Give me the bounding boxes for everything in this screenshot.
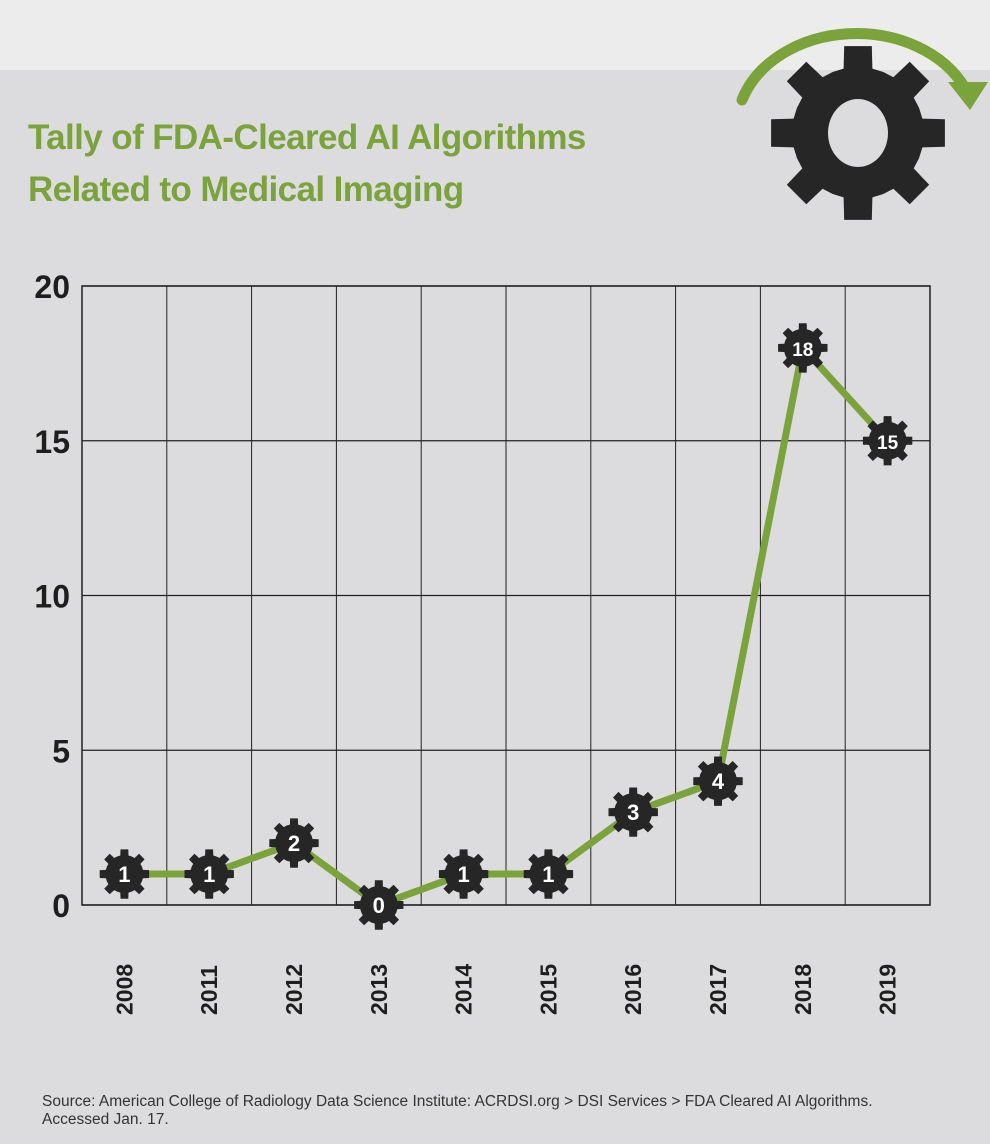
chart-title: Tally of FDA-Cleared AI Algorithms Relat… — [28, 112, 586, 216]
data-markers: 1 1 2 0 1 1 3 4 18 15 — [99, 323, 913, 930]
x-tick-label: 2014 — [451, 964, 477, 1015]
y-tick-label: 20 — [34, 269, 70, 305]
data-label: 1 — [203, 862, 215, 887]
x-tick-label: 2013 — [366, 964, 392, 1015]
x-tick-label: 2008 — [111, 964, 137, 1015]
arrow-arc — [736, 28, 971, 106]
data-point-gear — [523, 849, 574, 899]
x-tick-label: 2012 — [281, 964, 307, 1015]
gear-icon — [771, 46, 945, 220]
arrowhead — [948, 82, 988, 110]
y-tick-label: 10 — [34, 579, 70, 615]
y-tick-label: 0 — [52, 888, 70, 924]
y-tick-label: 5 — [52, 733, 70, 769]
data-point-gear — [608, 787, 658, 837]
data-point-gear — [269, 818, 319, 868]
x-tick-label: 2017 — [705, 964, 731, 1015]
title-line-2: Related to Medical Imaging — [28, 170, 464, 209]
data-label: 1 — [542, 862, 554, 887]
data-point-gear — [184, 849, 234, 899]
data-point-gear — [438, 849, 489, 899]
gear-logo-icon — [736, 28, 988, 220]
title-line-1: Tally of FDA-Cleared AI Algorithms — [28, 118, 586, 157]
data-point-gear — [354, 880, 404, 930]
series-polyline — [124, 344, 891, 909]
data-label: 15 — [877, 433, 899, 454]
y-axis-ticks: 0 5 10 15 20 — [34, 269, 70, 924]
data-label: 1 — [457, 862, 469, 887]
x-tick-label: 2015 — [535, 964, 561, 1015]
data-label: 1 — [118, 862, 130, 887]
series-line — [124, 344, 891, 909]
data-point-gear — [862, 416, 913, 466]
data-point-gear — [693, 756, 743, 806]
x-tick-label: 2019 — [875, 964, 901, 1015]
x-axis-ticks: 2008 2011 2012 2013 2014 2015 2016 2017 2018 2019 — [111, 964, 900, 1015]
data-point-gear — [778, 323, 828, 373]
data-label: 2 — [288, 831, 300, 856]
source-note: Source: American College of Radiology Da… — [42, 1093, 873, 1128]
x-tick-label: 2016 — [620, 964, 646, 1015]
x-tick-label: 2011 — [196, 965, 222, 1015]
data-label: 0 — [373, 893, 385, 918]
data-label: 18 — [792, 340, 813, 361]
y-tick-label: 15 — [34, 424, 70, 460]
data-point-gear — [99, 849, 150, 899]
x-tick-label: 2018 — [790, 964, 816, 1015]
grid — [81, 285, 931, 906]
data-label: 3 — [627, 800, 639, 825]
data-label: 4 — [712, 769, 725, 794]
